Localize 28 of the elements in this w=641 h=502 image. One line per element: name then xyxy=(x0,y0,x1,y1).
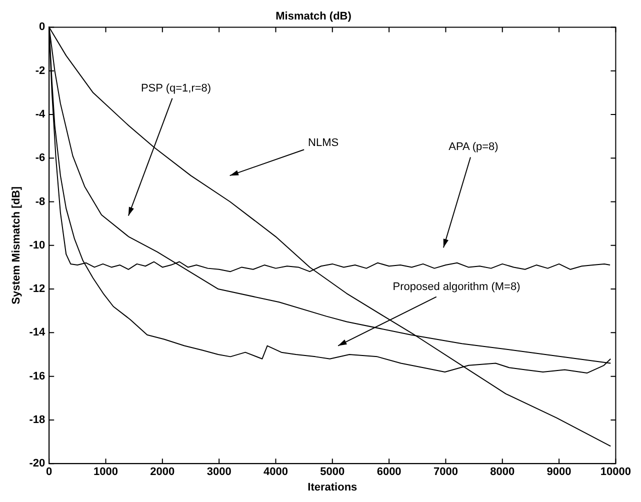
x-tick-label: 1000 xyxy=(94,466,118,478)
y-tick-label: -12 xyxy=(29,283,46,296)
x-tick-label: 3000 xyxy=(206,466,232,478)
y-tick-label: -18 xyxy=(29,414,46,426)
x-tick-label: 7000 xyxy=(433,466,458,478)
x-tick-label: 10000 xyxy=(600,466,632,478)
y-tick-label: -2 xyxy=(35,64,46,77)
y-axis-title: System Mismatch [dB] xyxy=(10,186,23,304)
annotation: PSP (q=1,r=8) xyxy=(140,82,212,94)
y-tick-label: -20 xyxy=(29,458,46,470)
y-tick-label: -8 xyxy=(35,196,46,208)
y-tick-label: -16 xyxy=(29,370,46,382)
annotation: NLMS xyxy=(308,136,339,149)
y-tick-label: 0 xyxy=(38,21,46,34)
x-tick-label: 8000 xyxy=(490,466,515,478)
chart-title: Mismatch (dB) xyxy=(276,10,352,23)
x-tick-label: 5000 xyxy=(320,466,345,478)
annotation: Proposed algorithm (M=8) xyxy=(392,280,520,293)
y-tick-label: -4 xyxy=(35,108,46,121)
x-tick-label: 2000 xyxy=(150,466,175,478)
y-tick-label: -6 xyxy=(35,152,46,164)
y-tick-label: -10 xyxy=(29,239,46,252)
x-tick-label: 4000 xyxy=(264,466,288,478)
x-tick-label: 6000 xyxy=(376,466,402,478)
x-tick-label: 9000 xyxy=(546,466,572,478)
y-tick-label: -14 xyxy=(29,326,46,339)
annotation: APA (p=8) xyxy=(448,141,498,154)
x-axis-title: Iterations xyxy=(308,481,358,494)
